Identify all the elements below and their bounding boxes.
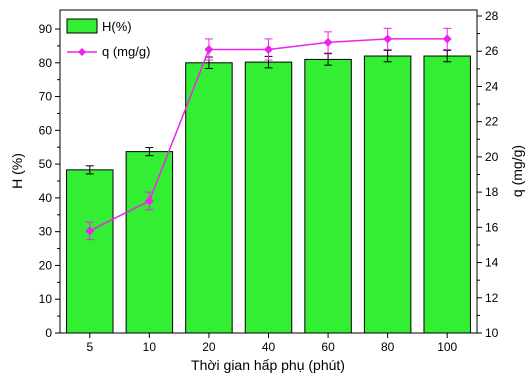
x-axis-label: Thời gian hấp phụ (phút) (191, 357, 345, 373)
bar-40 (244, 61, 293, 334)
y-left-tick-label-90: 90 (39, 22, 53, 36)
y-right-tick-label-12: 12 (485, 291, 499, 305)
bar-20 (185, 62, 233, 334)
y-left-tick-label-60: 60 (39, 123, 53, 137)
y-left-tick-label-20: 20 (39, 258, 53, 272)
legend: H(%) q (mg/g) (66, 18, 150, 59)
y-left-tick-label-10: 10 (39, 292, 53, 306)
x-tick-label-100: 100 (437, 340, 457, 354)
bar-errors-layer (85, 49, 452, 175)
bar-10 (125, 151, 174, 334)
bar-80 (363, 55, 412, 334)
legend-line-marker (78, 48, 86, 56)
legend-line-label: q (mg/g) (102, 44, 150, 59)
y-left-tick-label-70: 70 (39, 90, 53, 104)
q-marker-5 (85, 226, 95, 236)
q-marker-100 (442, 34, 452, 44)
y-right-tick-label-18: 18 (485, 185, 499, 199)
bars-layer (66, 55, 471, 334)
y-right-tick-label-16: 16 (485, 220, 499, 234)
y-left-tick-label-0: 0 (45, 326, 52, 340)
y-left-tick-label-40: 40 (39, 191, 53, 205)
x-tick-label-10: 10 (143, 340, 157, 354)
bar-100 (423, 55, 471, 334)
q-marker-40 (264, 44, 273, 54)
y-right-tick-label-26: 26 (485, 44, 499, 58)
y-axis-right-label: q (mg/g) (509, 145, 525, 197)
x-tick-label-80: 80 (381, 340, 395, 354)
y-right-tick-label-20: 20 (485, 150, 499, 164)
axes-layer: 0 10 20 30 40 50 60 70 80 90 10 12 14 16 18 20 22 24 26 28 5… (39, 9, 499, 354)
q-marker-10 (144, 196, 154, 206)
y-axis-left-label: H (%) (9, 153, 25, 189)
bar-5 (66, 169, 114, 334)
x-tick-label-20: 20 (202, 340, 216, 354)
y-left-tick-label-50: 50 (39, 157, 53, 171)
y-right-tick-label-14: 14 (485, 256, 499, 270)
y-left-tick-label-80: 80 (39, 56, 53, 70)
bar-60 (304, 58, 352, 334)
y-left-tick-label-30: 30 (39, 225, 53, 239)
y-right-tick-label-10: 10 (485, 326, 499, 340)
x-tick-label-5: 5 (86, 340, 93, 354)
x-tick-label-60: 60 (321, 340, 335, 354)
y-right-tick-label-24: 24 (485, 79, 499, 93)
legend-bar-label: H(%) (102, 19, 132, 34)
legend-bar-swatch (66, 18, 98, 34)
y-right-tick-label-22: 22 (485, 115, 499, 129)
q-marker-80 (383, 34, 393, 44)
q-marker-20 (204, 44, 214, 54)
x-tick-label-40: 40 (262, 340, 276, 354)
y-right-tick-label-28: 28 (485, 9, 499, 23)
q-marker-60 (323, 37, 333, 47)
line-layer (85, 27, 452, 241)
